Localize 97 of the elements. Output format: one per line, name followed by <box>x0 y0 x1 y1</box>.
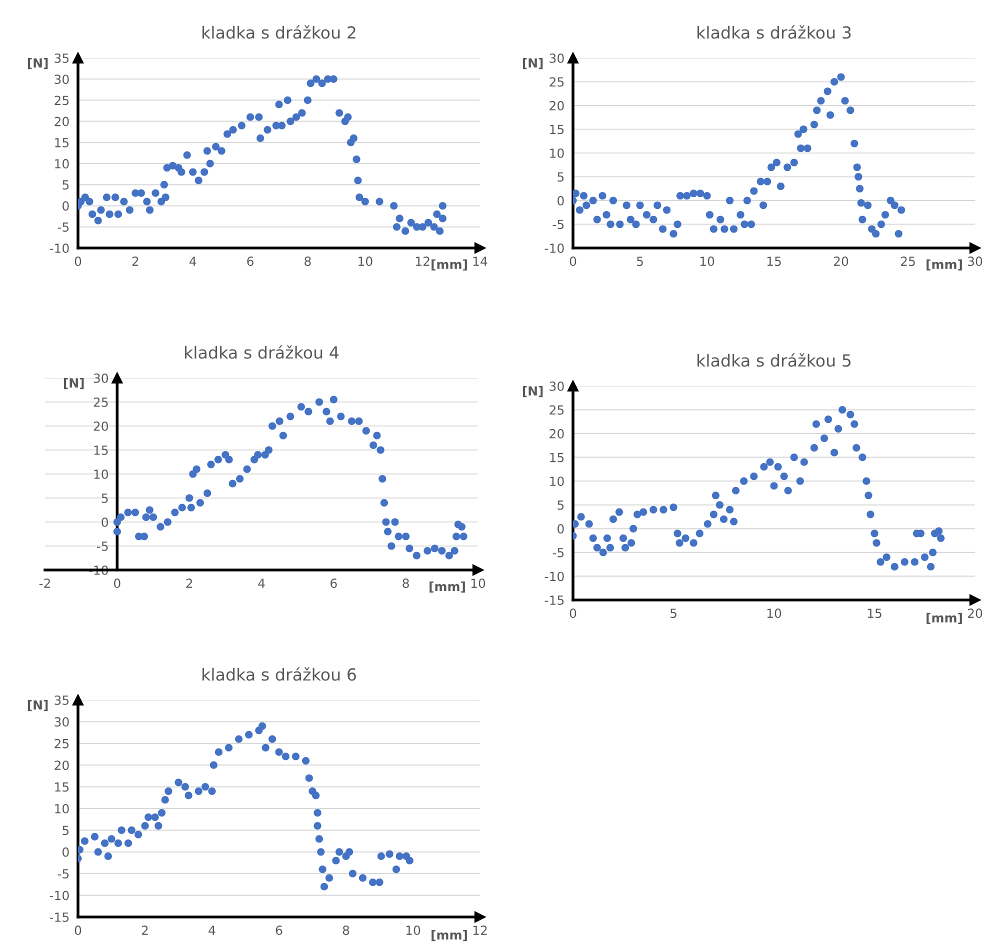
y-tick-label: 10 <box>55 804 69 814</box>
y-tick-label: 15 <box>550 124 564 134</box>
x-axis-title: [mm] <box>926 259 962 271</box>
x-tick-label: 20 <box>968 608 982 618</box>
x-tick-label: 2 <box>186 578 192 588</box>
x-tick-label: 6 <box>247 256 254 266</box>
chart-title: kladka s drážkou 3 <box>698 25 851 39</box>
x-tick-label: 15 <box>767 256 781 266</box>
x-tick-label: 5 <box>636 256 643 266</box>
x-tick-label: 4 <box>189 256 196 266</box>
y-tick-label: 10 <box>55 159 69 168</box>
x-tick-label: 8 <box>402 578 409 588</box>
x-tick-label: 25 <box>900 256 915 266</box>
x-tick-label: 5 <box>670 608 676 618</box>
y-tick-label: 20 <box>94 421 108 431</box>
y-tick-label: -10 <box>544 572 564 582</box>
x-axis-title: [mm] <box>432 259 467 271</box>
y-tick-label: 0 <box>102 517 108 527</box>
x-tick-label: 15 <box>868 608 882 618</box>
y-tick-label: -10 <box>544 243 564 253</box>
x-tick-label: 0 <box>114 578 120 588</box>
chart-title: kladka s drážkou 6 <box>202 667 356 681</box>
y-tick-label: -15 <box>544 596 564 605</box>
y-tick-label: 20 <box>550 100 564 110</box>
x-tick-label: 8 <box>304 256 311 266</box>
x-tick-label: 4 <box>208 926 216 935</box>
y-tick-label: 30 <box>550 53 564 63</box>
y-tick-label: -10 <box>50 243 69 253</box>
y-tick-label: 35 <box>54 695 69 705</box>
y-axis-title: [N] <box>28 58 48 70</box>
y-tick-label: 25 <box>550 405 564 415</box>
y-tick-label: 5 <box>558 172 564 182</box>
y-tick-label: 0 <box>558 196 564 206</box>
y-axis-title: [N] <box>522 386 543 398</box>
x-tick-label: 6 <box>276 926 282 936</box>
x-tick-label: 4 <box>258 578 265 588</box>
y-tick-label: 0 <box>558 524 564 534</box>
y-tick-label: -15 <box>50 912 69 922</box>
x-tick-label: 20 <box>834 256 848 266</box>
y-tick-label: -5 <box>552 548 564 558</box>
y-tick-label: -5 <box>96 542 108 551</box>
y-tick-label: 5 <box>62 826 69 836</box>
y-tick-label: 15 <box>550 452 564 462</box>
x-tick-label: -2 <box>39 578 50 588</box>
x-tick-label: 30 <box>968 256 982 266</box>
y-tick-label: -10 <box>50 890 69 900</box>
y-tick-label: 10 <box>94 469 108 479</box>
y-tick-label: 0 <box>62 847 69 857</box>
x-tick-label: 0 <box>570 608 576 618</box>
x-tick-label: 6 <box>330 578 337 588</box>
y-tick-label: 30 <box>54 74 69 84</box>
x-tick-label: 12 <box>416 256 430 266</box>
chart-title: kladka s drážkou 2 <box>202 25 356 39</box>
y-tick-label: 30 <box>94 373 108 383</box>
y-axis-title: [N] <box>64 378 84 390</box>
y-tick-label: 25 <box>550 77 564 87</box>
x-tick-label: 10 <box>767 608 782 618</box>
y-tick-label: 20 <box>54 760 69 770</box>
x-tick-label: 10 <box>471 578 486 588</box>
x-tick-label: 10 <box>700 256 714 266</box>
y-tick-label: 10 <box>550 476 564 486</box>
y-tick-label: 15 <box>55 138 69 148</box>
x-tick-label: 2 <box>132 256 138 266</box>
y-tick-label: 5 <box>102 494 108 503</box>
y-tick-label: 35 <box>54 53 69 63</box>
y-tick-label: 20 <box>550 429 564 438</box>
y-tick-label: 30 <box>54 717 69 727</box>
x-axis-title: [mm] <box>430 582 465 593</box>
y-tick-label: -5 <box>58 869 69 879</box>
y-axis-title: [N] <box>28 700 48 712</box>
x-tick-label: 10 <box>358 256 372 266</box>
y-tick-label: 5 <box>558 500 564 510</box>
x-tick-label: 12 <box>473 926 487 935</box>
x-axis-title: [mm] <box>926 612 962 624</box>
x-tick-label: 8 <box>342 926 350 936</box>
chart-title: kladka s drážkou 4 <box>185 345 339 359</box>
y-tick-label: 25 <box>94 397 108 407</box>
x-axis-title: [mm] <box>432 930 467 942</box>
y-tick-label: 10 <box>550 148 564 158</box>
y-tick-label: 0 <box>62 201 69 211</box>
y-axis-title: [N] <box>522 58 543 70</box>
x-tick-label: 0 <box>74 926 82 936</box>
chart-title: kladka s drážkou 5 <box>698 353 851 367</box>
x-tick-label: 0 <box>74 256 82 266</box>
y-tick-label: 25 <box>54 96 69 106</box>
y-tick-label: 15 <box>94 446 108 455</box>
y-tick-label: 15 <box>55 782 69 792</box>
y-tick-label: 30 <box>550 381 564 391</box>
y-tick-label: -5 <box>552 220 564 230</box>
y-tick-label: 20 <box>54 116 69 126</box>
y-tick-label: 25 <box>54 738 69 748</box>
x-tick-label: 2 <box>142 926 148 935</box>
x-tick-label: 0 <box>570 256 576 266</box>
x-tick-label: 10 <box>406 926 420 936</box>
x-tick-label: 14 <box>473 256 488 266</box>
y-tick-label: -5 <box>58 222 69 232</box>
y-tick-label: 5 <box>62 180 69 190</box>
